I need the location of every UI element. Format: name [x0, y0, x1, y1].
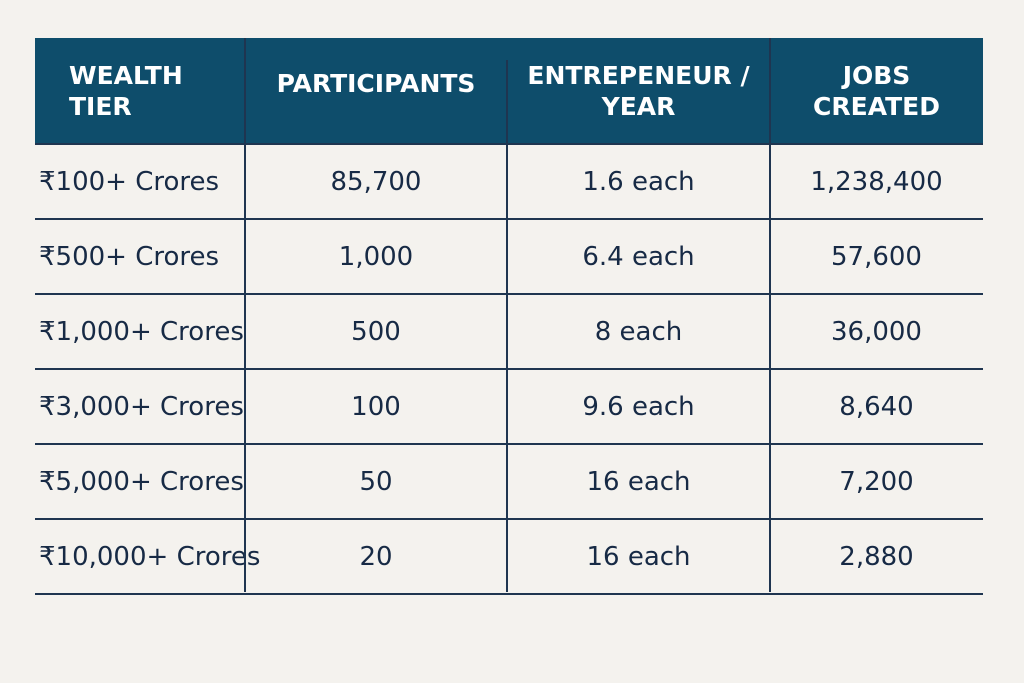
column-divider — [244, 38, 246, 592]
cell-jobs-created: 8,640 — [839, 391, 914, 422]
cell-wealth-tier: ₹3,000+ Crores — [39, 391, 244, 422]
cell-wealth-tier: ₹5,000+ Crores — [39, 466, 244, 497]
row-divider — [35, 218, 983, 220]
cell-participants: 100 — [351, 391, 401, 422]
header-wealth-tier: WEALTH TIER — [69, 61, 183, 121]
cell-jobs-created: 57,600 — [831, 241, 922, 272]
column-divider — [506, 60, 508, 592]
data-table: WEALTH TIER PARTICIPANTS ENTREPENEUR / YEA… — [35, 38, 983, 596]
cell-entrepreneur-year: 16 each — [586, 466, 691, 497]
header-divider — [35, 143, 983, 145]
cell-wealth-tier: ₹10,000+ Crores — [39, 541, 261, 572]
cell-wealth-tier: ₹100+ Crores — [39, 166, 220, 197]
row-divider — [35, 293, 983, 295]
cell-participants: 500 — [351, 316, 401, 347]
cell-entrepreneur-year: 16 each — [586, 541, 691, 572]
cell-entrepreneur-year: 9.6 each — [582, 391, 695, 422]
cell-wealth-tier: ₹500+ Crores — [39, 241, 220, 272]
row-divider — [35, 443, 983, 445]
cell-wealth-tier: ₹1,000+ Crores — [39, 316, 244, 347]
table-header — [35, 38, 983, 144]
cell-participants: 1,000 — [338, 241, 414, 272]
row-divider — [35, 593, 983, 595]
cell-participants: 50 — [359, 466, 393, 497]
header-jobs-created: JOBS CREATED — [813, 61, 940, 121]
cell-entrepreneur-year: 1.6 each — [582, 166, 695, 197]
row-divider — [35, 518, 983, 520]
row-divider — [35, 368, 983, 370]
cell-participants: 85,700 — [330, 166, 422, 197]
cell-jobs-created: 1,238,400 — [810, 166, 943, 197]
cell-jobs-created: 36,000 — [831, 316, 922, 347]
cell-jobs-created: 2,880 — [839, 541, 914, 572]
header-entrepreneur-year: ENTREPENEUR / YEAR — [527, 61, 750, 121]
header-participants: PARTICIPANTS — [276, 69, 476, 98]
column-divider — [769, 38, 771, 592]
cell-jobs-created: 7,200 — [839, 466, 914, 497]
cell-entrepreneur-year: 6.4 each — [582, 241, 695, 272]
cell-entrepreneur-year: 8 each — [594, 316, 683, 347]
cell-participants: 20 — [359, 541, 393, 572]
